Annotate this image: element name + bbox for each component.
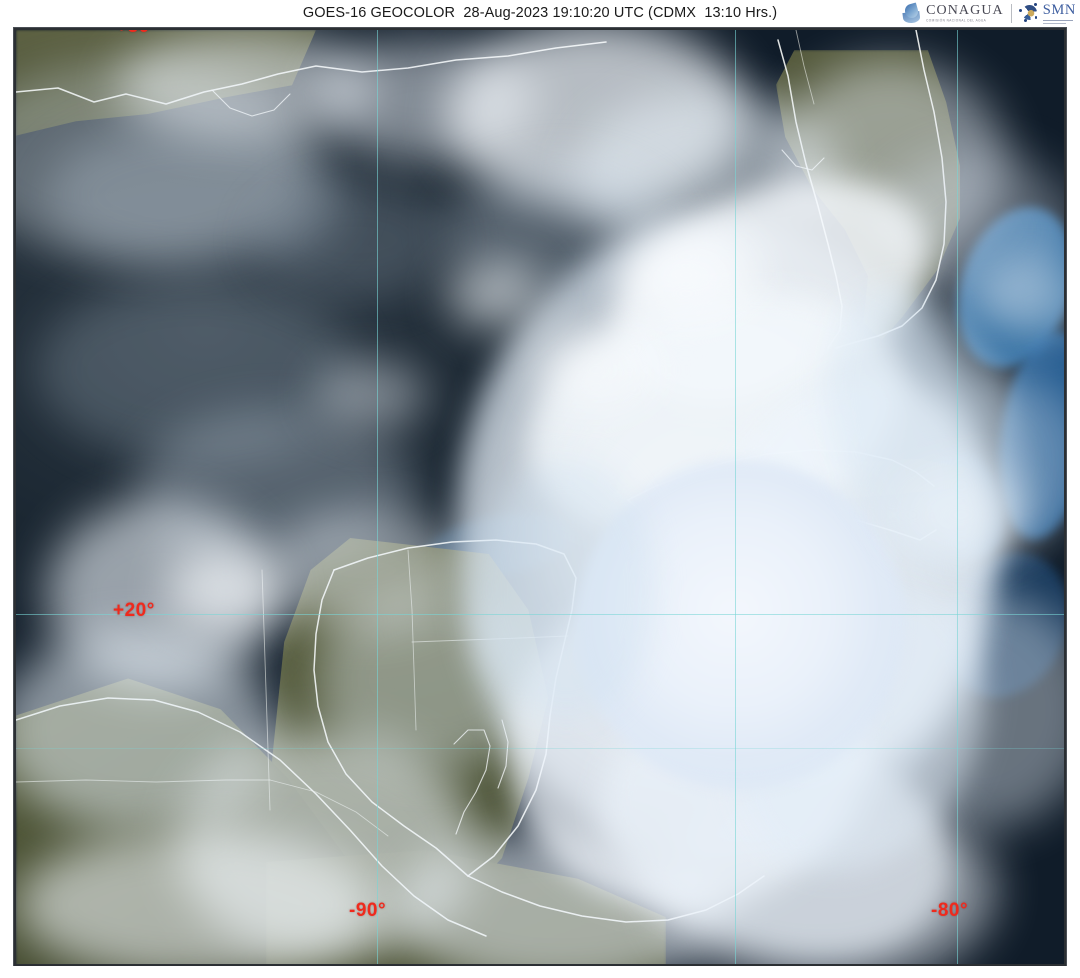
latitude-label-30: +30° [116, 30, 158, 38]
water-drop-hand-icon [902, 1, 922, 24]
conagua-logo-text: CONAGUA COMISIÓN NACIONAL DEL AGUA [926, 2, 1004, 23]
satellite-image: +30° +20° -90° -80° [16, 30, 1064, 964]
page-title: GOES-16 GEOCOLOR 28-Aug-2023 19:10:20 UT… [302, 5, 778, 21]
gridline-horizontal [16, 614, 1064, 615]
cloud-field [256, 180, 456, 300]
header-bar: GOES-16 GEOCOLOR 28-Aug-2023 19:10:20 UT… [0, 0, 1080, 26]
gridline-vertical [957, 30, 958, 964]
conagua-logo: CONAGUA COMISIÓN NACIONAL DEL AGUA [902, 1, 1004, 24]
convective-cell [976, 260, 1064, 340]
satellite-image-frame: +30° +20° -90° -80° [14, 28, 1066, 966]
gridline-horizontal [16, 748, 1064, 749]
logo-group: CONAGUA COMISIÓN NACIONAL DEL AGUA SMN [902, 0, 1076, 26]
conagua-logo-label: CONAGUA [926, 2, 1004, 18]
convective-cell [446, 260, 546, 330]
spiral-storm-icon [1018, 3, 1039, 23]
convective-cell [316, 360, 426, 430]
cloud-field [36, 280, 356, 460]
cyclone-center [576, 460, 906, 790]
smn-logo-text: SMN [1042, 1, 1076, 24]
gridline-vertical [735, 30, 736, 964]
cloud-field [266, 510, 466, 630]
gridline-vertical [377, 30, 378, 964]
convective-cell [616, 230, 756, 320]
smn-logo: SMN [1018, 1, 1076, 24]
convective-cell [536, 330, 656, 410]
cloud-field [46, 120, 346, 270]
latitude-label-20: +20° [113, 600, 155, 621]
conagua-logo-sublabel: COMISIÓN NACIONAL DEL AGUA [926, 17, 987, 23]
convective-cell [896, 470, 1026, 560]
convective-cell [166, 550, 286, 630]
longitude-label-90: -90° [349, 900, 387, 921]
logo-divider [1010, 3, 1012, 23]
longitude-label-80: -80° [931, 900, 969, 921]
bottom-margin [0, 966, 1080, 978]
cyclone-band [476, 460, 656, 720]
smn-logo-label: SMN [1042, 1, 1076, 18]
cloud-field [16, 830, 376, 964]
